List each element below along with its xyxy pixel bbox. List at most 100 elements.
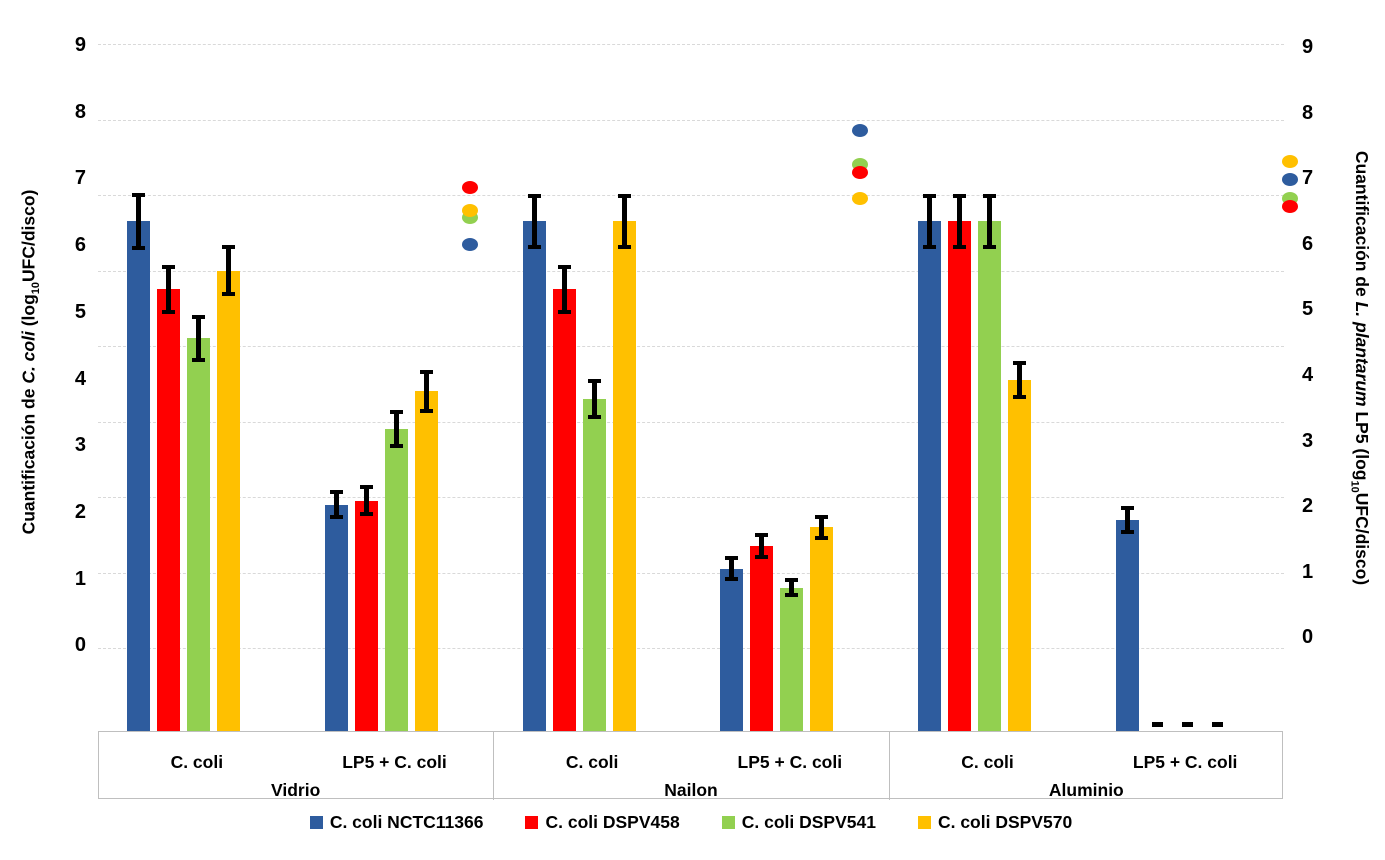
error-bar-cap <box>360 512 373 517</box>
error-bar-cap <box>1013 360 1026 365</box>
error-bar-cap <box>953 193 966 198</box>
error-bar-cap <box>420 369 433 374</box>
left-axis-tick-label: 7 <box>74 167 86 190</box>
error-bar-cap <box>815 535 829 540</box>
error-bar-cap <box>755 532 769 537</box>
error-bar-cap <box>527 193 541 198</box>
error-bar-cap <box>983 193 996 198</box>
error-bar <box>987 195 992 248</box>
left-axis-tick-label: 0 <box>74 634 86 657</box>
bar-c-coli-dspv458-cat4 <box>948 221 971 731</box>
lp5-dot-c-coli-nctc11366-aluminio <box>1282 173 1298 187</box>
right-axis-title: Cuantificación de L. plantarum LP5 (log1… <box>1348 150 1372 586</box>
error-bar <box>166 266 172 313</box>
error-bar-cap <box>222 291 236 296</box>
error-bar-cap <box>1120 505 1134 510</box>
lp5-dot-c-coli-dspv570-aluminio <box>1282 154 1298 168</box>
error-bar-cap <box>983 245 996 250</box>
gridline <box>98 648 1284 649</box>
right-axis-tick-label: 0 <box>1302 626 1314 649</box>
error-bar-cap <box>330 489 343 494</box>
error-bar-cap <box>330 515 343 520</box>
legend-label: C. coli DSPV458 <box>545 811 680 832</box>
bar-c-coli-nctc11366-cat5 <box>1115 519 1139 731</box>
left-axis-tick-label: 6 <box>74 234 86 257</box>
bar-c-coli-nctc11366-cat1 <box>325 504 348 731</box>
error-bar-cap <box>815 514 829 519</box>
bar-c-coli-dspv541-cat0 <box>187 338 211 731</box>
right-axis-tick-label: 9 <box>1302 36 1314 58</box>
condition-label: C. coli <box>170 752 224 772</box>
error-bar <box>927 195 932 248</box>
bar-c-coli-dspv458-cat0 <box>157 289 181 731</box>
error-bar-cap <box>132 193 146 197</box>
error-bar <box>729 558 735 580</box>
error-bar <box>334 491 339 518</box>
error-bar-cap <box>420 408 433 413</box>
lp5-dot-c-coli-dspv458-nailon <box>852 165 868 179</box>
left-axis-title-text: Cuantificación de <box>18 383 39 535</box>
legend: C. coli NCTC11366 C. coli DSPV458 C. coli … <box>98 808 1284 836</box>
error-bar-cap <box>192 357 206 362</box>
material-label: Vidrio <box>271 780 321 800</box>
error-bar-cap <box>953 245 966 250</box>
right-axis-tick-label: 8 <box>1302 101 1314 124</box>
left-axis-title: Cuantificación de C. coli (log10UFC/disc… <box>18 189 42 535</box>
error-bar-baseline-tick <box>1181 722 1193 727</box>
legend-marker-icon <box>309 815 323 829</box>
bar-c-coli-dspv570-cat0 <box>217 270 241 731</box>
right-axis-tick-label: 3 <box>1302 429 1314 452</box>
error-bar-cap <box>162 310 176 315</box>
error-bar <box>364 487 369 515</box>
error-bar-cap <box>132 245 146 250</box>
error-bar <box>196 317 202 360</box>
legend-label: C. coli DSPV541 <box>741 811 876 832</box>
material-label: Aluminio <box>1048 780 1124 800</box>
bar-c-coli-dspv570-cat3 <box>810 527 834 731</box>
left-axis-tick-label: 5 <box>74 300 86 323</box>
error-bar <box>136 195 142 248</box>
bar-c-coli-dspv541-cat1 <box>385 429 408 731</box>
error-bar-cap <box>617 245 631 250</box>
bar-c-coli-dspv458-cat1 <box>355 500 378 731</box>
material-label: Nailon <box>664 780 718 800</box>
error-bar <box>226 247 232 294</box>
gridline <box>98 44 1284 45</box>
category-separator <box>888 731 890 800</box>
bar-c-coli-dspv458-cat3 <box>750 546 774 731</box>
error-bar-cap <box>557 264 571 269</box>
error-bar-cap <box>725 556 739 561</box>
right-axis-tick-label: 7 <box>1302 167 1314 190</box>
left-axis-title-species: C. coli <box>18 331 39 384</box>
gridline <box>98 572 1284 574</box>
error-bar <box>819 516 825 538</box>
bar-c-coli-dspv458-cat2 <box>552 289 576 731</box>
condition-label: LP5 + C. coli <box>1132 752 1238 772</box>
legend-marker-icon <box>721 815 735 829</box>
legend-marker-icon <box>525 815 539 829</box>
error-bar-cap <box>222 245 236 250</box>
bar-c-coli-nctc11366-cat4 <box>918 221 941 731</box>
legend-item: C. coli DSPV541 <box>721 811 876 833</box>
category-axis-box <box>98 731 1283 799</box>
bar-c-coli-dspv570-cat1 <box>415 391 438 731</box>
error-bar-cap <box>360 485 373 490</box>
lp5-dot-c-coli-nctc11366-nailon <box>852 124 868 138</box>
left-axis-tick-label: 9 <box>74 34 86 56</box>
gridline <box>98 119 1284 121</box>
error-bar-baseline-tick <box>1211 722 1223 727</box>
error-bar-cap <box>725 577 739 582</box>
legend-marker-icon <box>917 815 931 829</box>
bar-c-coli-nctc11366-cat3 <box>720 568 744 731</box>
left-axis-tick-label: 1 <box>74 567 86 590</box>
lp5-dot-c-coli-dspv458-aluminio <box>1282 199 1298 213</box>
error-bar-cap <box>1013 395 1026 400</box>
error-bar-cap <box>192 315 206 320</box>
bar-c-coli-nctc11366-cat2 <box>522 221 546 731</box>
error-bar-cap <box>587 414 601 419</box>
condition-label: LP5 + C. coli <box>737 752 843 772</box>
error-bar <box>531 195 537 248</box>
bar-c-coli-dspv541-cat4 <box>978 221 1001 731</box>
gridline <box>98 346 1284 347</box>
